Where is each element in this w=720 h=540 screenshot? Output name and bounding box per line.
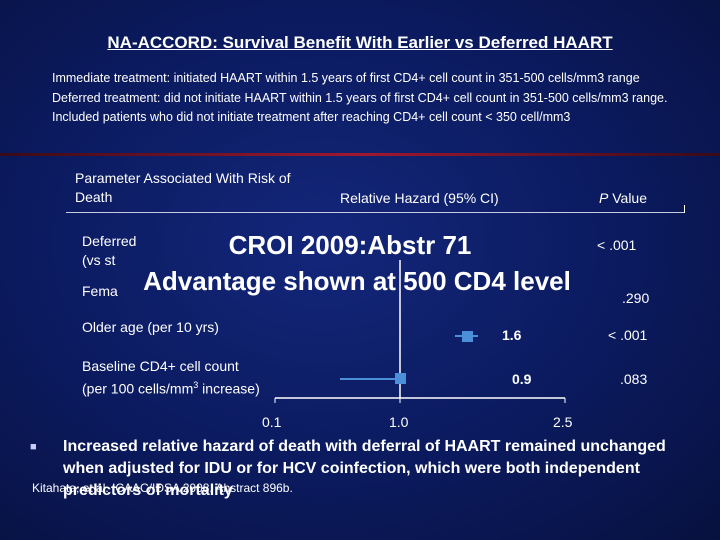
row-age-p: < .001 <box>608 327 648 343</box>
row-female-p: .290 <box>622 290 650 306</box>
overlay-line2: Advantage shown at 500 CD4 level <box>143 266 571 296</box>
citation: Kitahata, et al. ICAAC/IDSA 2008. Abstra… <box>32 481 293 495</box>
x-tick-label-1: 1.0 <box>389 414 409 430</box>
header-p-italic: P <box>599 190 609 206</box>
row-cd4-line2-pre: (per 100 cells/mm <box>82 380 194 397</box>
header-underline <box>66 212 684 213</box>
bullet-text: Increased relative hazard of death with … <box>63 438 666 499</box>
definition-immediate: Immediate treatment: initiated HAART wit… <box>52 71 640 85</box>
row-deferred-line2: (vs st <box>82 252 116 268</box>
header-p-rest: Value <box>608 190 648 206</box>
x-tick-label-2: 2.5 <box>553 414 573 430</box>
row-cd4-line2: (per 100 cells/mm3 increase) <box>82 376 260 399</box>
bullet-square-icon: ■ <box>30 441 37 453</box>
overlay-line1: CROI 2009:Abstr 71 <box>228 230 472 260</box>
row-age-label: Older age (per 10 yrs) <box>82 319 219 335</box>
definition-deferred: Deferred treatment: did not initiate HAA… <box>52 90 668 125</box>
row-age-hr: 1.6 <box>502 327 522 343</box>
row-deferred-p: < .001 <box>597 237 637 253</box>
row-cd4-p: .083 <box>620 371 648 387</box>
row-deferred-line1: Deferred <box>82 233 137 249</box>
slide-title: NA-ACCORD: Survival Benefit With Earlier… <box>107 33 613 52</box>
row-deferred-label: Deferred (vs st <box>82 232 136 270</box>
definitions: Immediate treatment: initiated HAART wit… <box>52 69 712 128</box>
row-cd4-label: Baseline CD4+ cell count (per 100 cells/… <box>82 357 260 399</box>
header-relative-hazard: Relative Hazard (95% CI) <box>340 190 499 206</box>
row-cd4-hr: 0.9 <box>512 371 532 387</box>
marker-cd4 <box>395 373 406 384</box>
row-female-label: Fema <box>82 283 118 299</box>
header-p-value: P Value <box>599 189 647 208</box>
marker-age <box>462 331 473 342</box>
row-cd4-line1: Baseline CD4+ cell count <box>82 358 239 374</box>
header-tick <box>684 205 685 213</box>
row-cd4-line2-post: increase) <box>198 380 260 397</box>
x-tick-label-0: 0.1 <box>262 414 282 430</box>
header-parameter: Parameter Associated With Risk of Death <box>75 170 291 205</box>
row-cd4-sup: 3 <box>193 380 199 390</box>
divider-rule <box>0 153 720 156</box>
